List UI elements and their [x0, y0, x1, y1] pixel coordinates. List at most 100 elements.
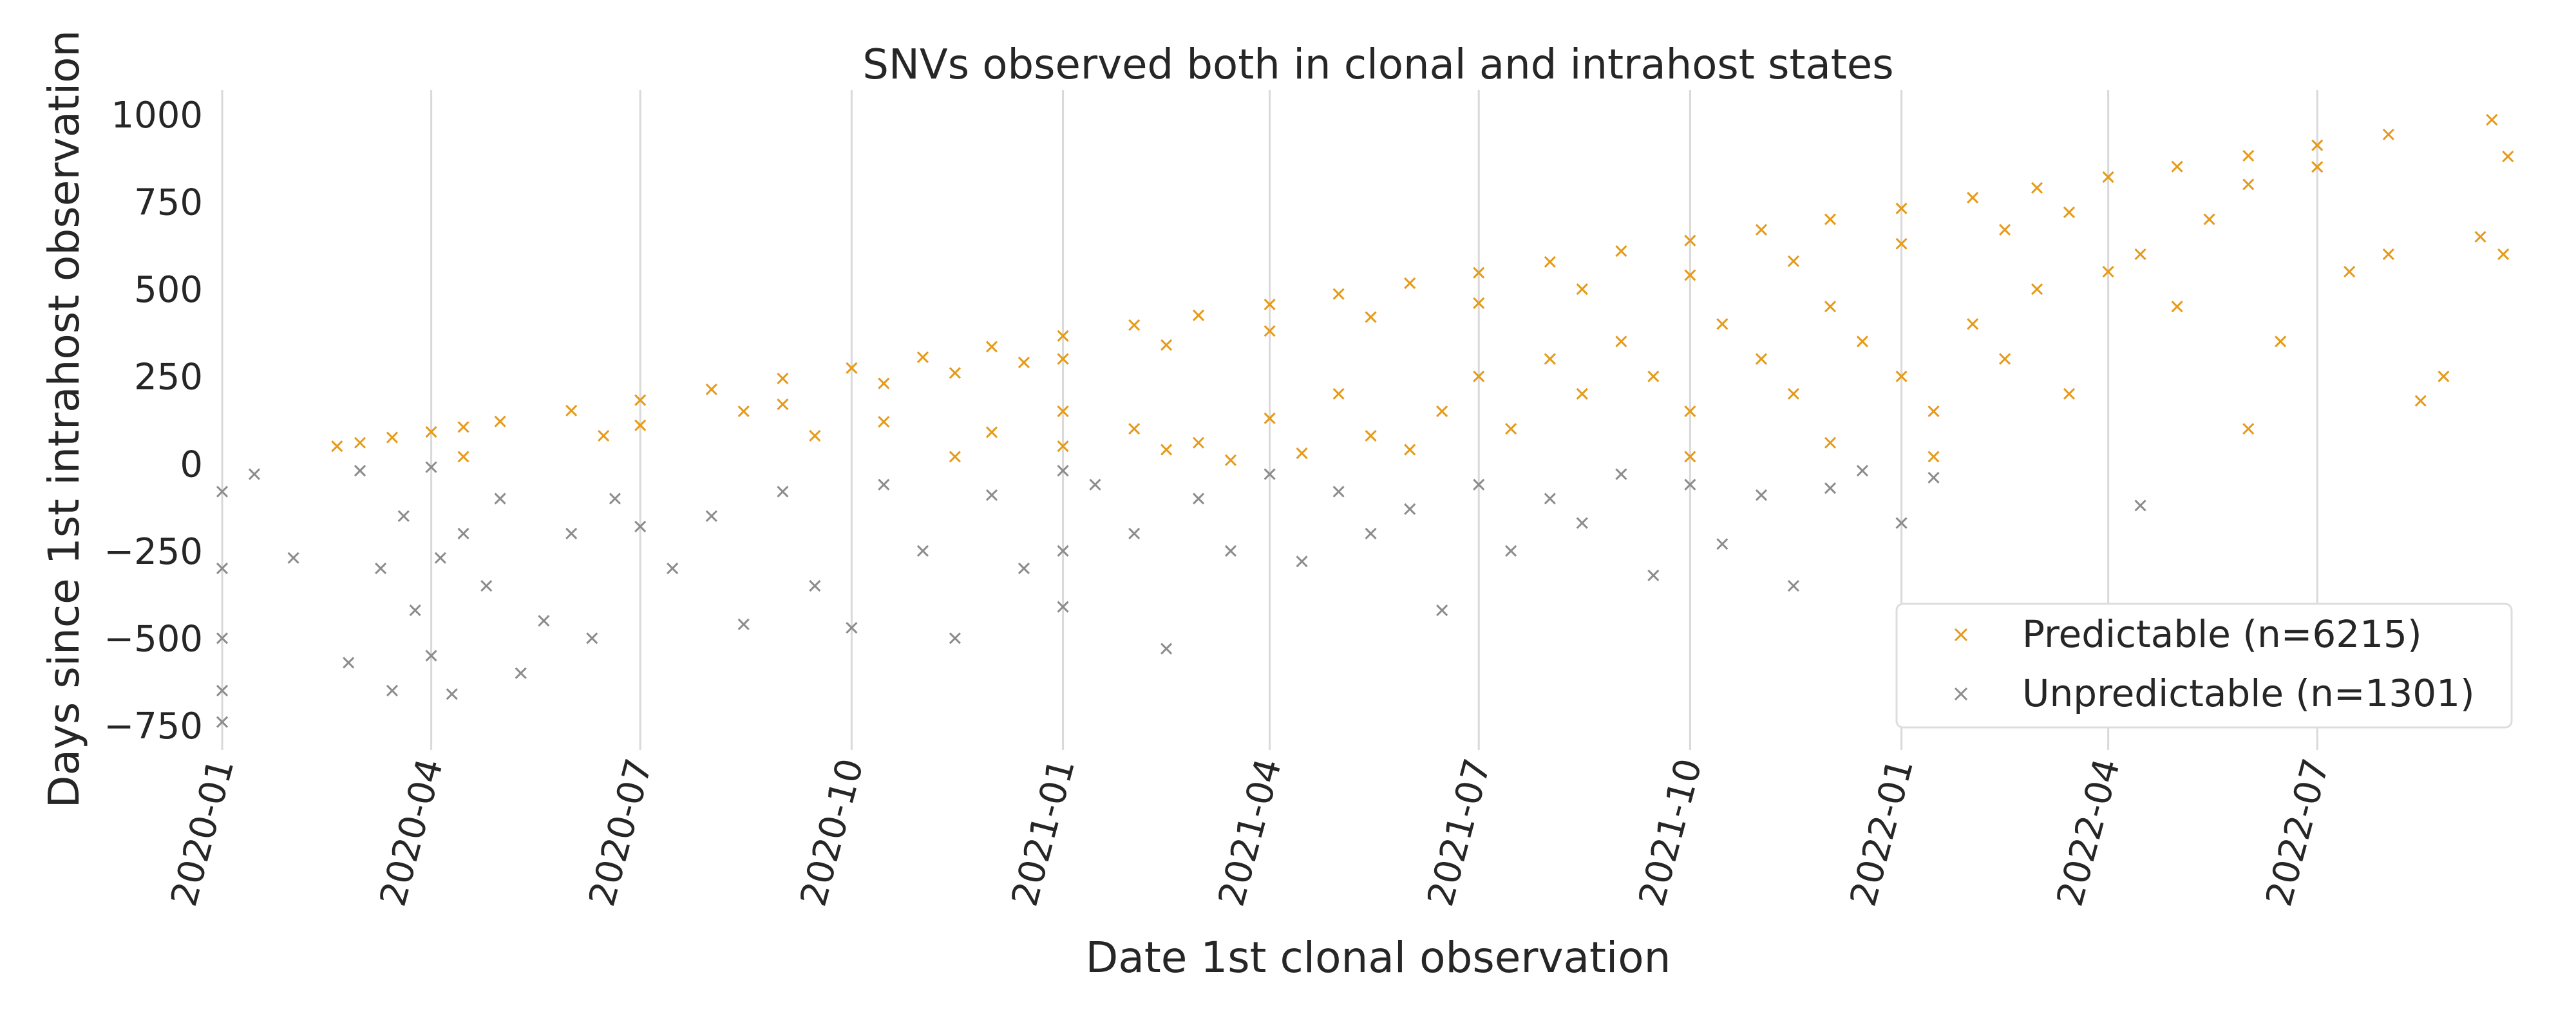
data-point	[2242, 422, 2255, 435]
x-tick-label: 2020-10	[793, 754, 872, 911]
data-point	[705, 510, 717, 522]
data-point	[565, 404, 578, 417]
data-point	[1296, 447, 1308, 460]
data-point	[1160, 444, 1173, 456]
data-point	[1192, 309, 1205, 321]
y-tick-label: −500	[104, 618, 203, 660]
data-point	[1615, 468, 1627, 480]
data-point	[1296, 556, 1308, 568]
data-point	[457, 451, 469, 463]
x-tick-label: 2021-04	[1211, 754, 1290, 911]
data-point	[2474, 230, 2486, 243]
data-point	[777, 485, 789, 498]
data-point	[809, 580, 821, 592]
data-point	[375, 562, 387, 575]
data-point	[1576, 517, 1588, 529]
data-point	[985, 489, 998, 501]
data-point	[1332, 485, 1345, 498]
data-point	[949, 632, 961, 644]
data-point	[1264, 412, 1276, 424]
data-point	[1824, 436, 1837, 449]
data-point	[331, 440, 343, 453]
data-point	[457, 527, 469, 539]
data-point	[2275, 335, 2287, 348]
data-point	[354, 436, 366, 449]
data-point	[2382, 128, 2394, 140]
data-point	[1927, 405, 1940, 418]
data-point	[1018, 562, 1030, 575]
data-point	[2242, 149, 2255, 162]
legend: Predictable (n=6215) Unpredictable (n=13…	[1895, 603, 2513, 729]
data-point	[1160, 339, 1173, 351]
data-point	[565, 527, 578, 539]
legend-marker-unpredictable-x	[1954, 687, 1968, 701]
data-point	[1264, 468, 1276, 480]
data-point	[1576, 388, 1588, 400]
data-point	[777, 398, 789, 411]
data-point	[2171, 301, 2183, 313]
x-tick-label: 2020-07	[581, 754, 660, 911]
data-point	[386, 431, 399, 444]
data-point	[446, 688, 458, 700]
data-point	[1473, 478, 1485, 491]
data-point	[1332, 288, 1345, 300]
data-point	[598, 429, 610, 442]
data-point	[425, 426, 437, 438]
data-point	[1192, 436, 1205, 449]
data-point	[386, 684, 399, 697]
data-point	[1057, 465, 1069, 477]
data-point	[1895, 202, 1908, 214]
data-point	[2102, 265, 2114, 278]
y-tick-label: 500	[134, 269, 203, 311]
data-point	[1365, 311, 1377, 323]
data-point	[1544, 353, 1556, 365]
data-point	[1128, 319, 1141, 332]
y-axis-label: Days since 1st intrahost observation	[39, 30, 89, 809]
data-point	[343, 657, 355, 669]
data-point	[2486, 114, 2498, 126]
data-point	[2311, 161, 2324, 173]
data-point	[1057, 545, 1069, 557]
data-point	[1544, 492, 1556, 505]
data-point	[985, 426, 998, 438]
data-point	[1684, 269, 1696, 281]
legend-marker-unpredictable	[1954, 687, 1968, 701]
data-point	[1647, 569, 1660, 581]
data-point	[515, 667, 527, 679]
data-point	[916, 351, 929, 363]
data-point	[634, 419, 647, 431]
data-point	[2438, 370, 2450, 382]
data-point	[1089, 478, 1101, 491]
data-point	[287, 552, 299, 564]
data-point	[1057, 330, 1069, 342]
data-point	[846, 362, 858, 374]
data-point	[480, 580, 493, 592]
data-point	[1684, 234, 1696, 247]
y-axis-ticks: 1000 750 500 250 0 −250 −500 −750	[104, 95, 203, 747]
data-point	[667, 562, 679, 575]
data-point	[586, 632, 598, 644]
x-tick-label: 2022-07	[2258, 754, 2337, 911]
data-point	[1787, 388, 1799, 400]
x-tick-label: 2020-04	[372, 754, 451, 911]
data-point	[1544, 256, 1556, 268]
data-point	[1856, 335, 1868, 348]
data-point	[2031, 283, 2043, 295]
data-point	[1365, 527, 1377, 539]
data-point	[1895, 238, 1908, 250]
data-point	[1473, 267, 1485, 279]
data-point	[949, 367, 961, 379]
data-point	[878, 478, 890, 491]
data-point	[2311, 139, 2324, 151]
data-point	[985, 341, 998, 353]
data-point	[1716, 538, 1728, 550]
data-point	[494, 492, 506, 505]
data-point	[409, 604, 421, 617]
data-point	[1824, 482, 1837, 494]
x-tick-label: 2021-07	[1419, 754, 1499, 911]
x-tick-label: 2022-01	[1842, 754, 1922, 911]
data-point	[916, 545, 929, 557]
y-tick-label: 1000	[111, 95, 203, 136]
data-point	[2134, 248, 2146, 260]
data-point	[1128, 527, 1141, 539]
